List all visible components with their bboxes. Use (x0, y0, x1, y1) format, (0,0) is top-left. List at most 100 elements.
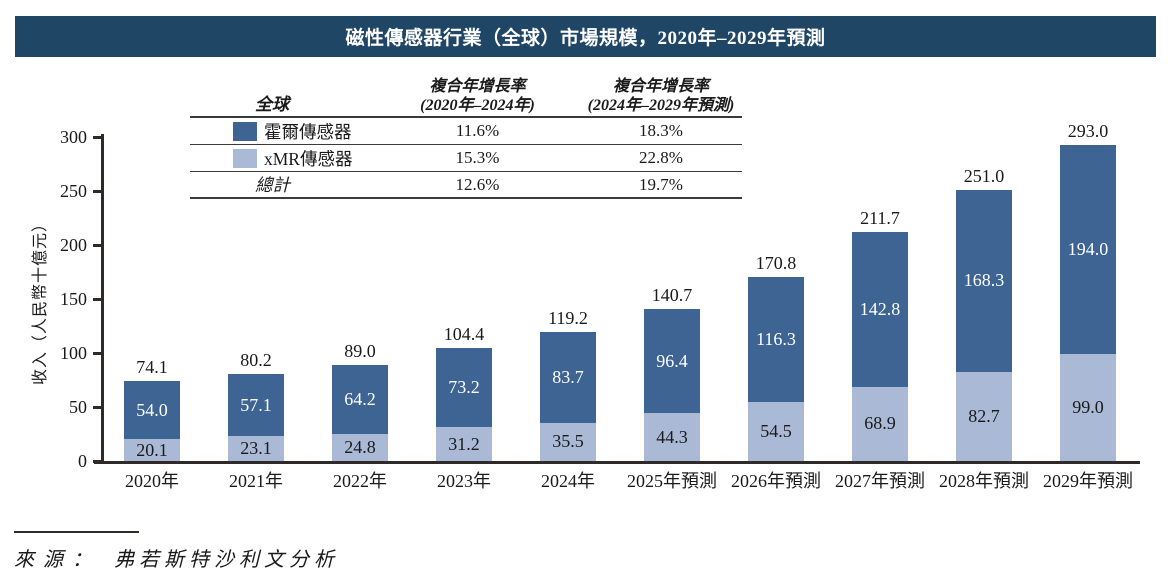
legend-header-cagr-2020-2024: 複合年增長率 (2020年–2024年) (375, 78, 580, 118)
xmr-cagr-2024-2029: 22.8% (639, 148, 683, 167)
bar-segment-hall: 168.3 (956, 189, 1012, 372)
x-axis-line (94, 461, 1140, 464)
y-tick-label: 100 (60, 343, 87, 363)
bar-segment-xmr: 20.1 (124, 439, 180, 461)
legend-header-row: 全球 複合年增長率 (2020年–2024年) 複合年增長率 (2024年–20… (190, 78, 742, 118)
cagr-legend-table: 全球 複合年增長率 (2020年–2024年) 複合年增長率 (2024年–20… (190, 78, 742, 199)
xmr-value-label: 44.3 (656, 426, 688, 447)
cagr-header-line2: (2020年–2024年) (420, 96, 535, 114)
hall-cagr-2024-2029: 18.3% (639, 121, 683, 140)
legend-row-hall: 霍爾傳感器 11.6% 18.3% (190, 118, 742, 145)
xmr-series-label: xMR傳感器 (264, 148, 353, 169)
y-tick-label: 250 (60, 181, 87, 201)
y-tick-label: 200 (60, 235, 87, 255)
y-tick-mark (93, 136, 102, 139)
x-axis-category-label: 2021年 (229, 471, 283, 491)
xmr-value-label: 31.2 (448, 433, 480, 454)
cagr-header-line1: 複合年增長率 (612, 78, 709, 95)
bar-segment-xmr: 23.1 (228, 436, 284, 461)
bar-segment-xmr: 44.3 (644, 413, 700, 461)
y-tick-mark (93, 298, 102, 301)
bar-total-label: 74.1 (136, 356, 168, 377)
xmr-value-label: 20.1 (136, 439, 168, 460)
hall-series-label: 霍爾傳感器 (264, 121, 352, 142)
source-divider (14, 531, 139, 533)
y-tick-mark (93, 406, 102, 409)
hall-value-label: 57.1 (240, 394, 272, 415)
legend-header-region: 全球 (255, 94, 289, 114)
chart-title-bar: 磁性傳感器行業（全球）市場規模，2020年–2029年預測 (15, 16, 1156, 57)
bar-total-label: 293.0 (1067, 120, 1109, 141)
hall-value-label: 142.8 (859, 298, 901, 319)
y-tick-label: 300 (60, 127, 87, 147)
y-tick-mark (93, 190, 102, 193)
bar-total-label: 211.7 (860, 208, 900, 229)
hall-value-label: 54.0 (136, 399, 168, 420)
bar-segment-hall: 64.2 (332, 364, 388, 435)
bar-total-label: 80.2 (240, 350, 272, 371)
chart-title: 磁性傳感器行業（全球）市場規模，2020年–2029年預測 (345, 28, 826, 49)
x-axis-category-label: 2024年 (541, 471, 595, 491)
xmr-value-label: 35.5 (552, 431, 584, 452)
y-tick-label: 0 (78, 451, 87, 471)
bar-total-label: 119.2 (548, 308, 588, 329)
bar-segment-hall: 83.7 (540, 332, 596, 423)
bar-segment-xmr: 68.9 (852, 386, 908, 461)
legend-row-total: 總計 12.6% 19.7% (190, 172, 742, 199)
bar-total-label: 251.0 (963, 165, 1005, 186)
y-axis-line (101, 134, 104, 463)
bar-segment-hall: 54.0 (124, 380, 180, 440)
total-row-label: 總計 (255, 175, 290, 195)
hall-series-swatch-icon (233, 121, 257, 141)
bar-segment-hall: 96.4 (644, 309, 700, 414)
hall-value-label: 194.0 (1067, 238, 1109, 259)
source-label: 來源： (14, 549, 101, 571)
y-tick-label: 150 (60, 289, 87, 309)
total-cagr-2024-2029: 19.7% (639, 174, 683, 194)
xmr-value-label: 68.9 (864, 413, 896, 434)
hall-value-label: 64.2 (344, 389, 376, 410)
hall-value-label: 73.2 (448, 377, 480, 398)
xmr-cagr-2020-2024: 15.3% (455, 148, 500, 167)
cagr-header-line2: (2024年–2029年預測) (587, 96, 735, 114)
hall-value-label: 116.3 (756, 328, 796, 349)
hall-value-label: 96.4 (656, 350, 688, 371)
bar-segment-hall: 57.1 (228, 374, 284, 437)
bar-segment-xmr: 99.0 (1060, 354, 1116, 461)
y-tick-label: 50 (69, 397, 87, 417)
bar-total-label: 104.4 (443, 324, 485, 345)
x-axis-category-label: 2022年 (333, 471, 387, 491)
bar-total-label: 89.0 (344, 340, 376, 361)
cagr-header-line1: 複合年增長率 (429, 78, 526, 95)
x-axis-category-label: 2029年預測 (1043, 471, 1133, 491)
hall-value-label: 168.3 (963, 270, 1005, 291)
bar-segment-xmr: 54.5 (748, 402, 804, 461)
y-tick-mark (93, 244, 102, 247)
bar-total-label: 170.8 (755, 252, 797, 273)
xmr-value-label: 82.7 (968, 405, 1000, 426)
bar-segment-hall: 73.2 (436, 348, 492, 428)
x-axis-category-label: 2027年預測 (835, 471, 925, 491)
x-axis-category-label: 2023年 (437, 471, 491, 491)
legend-row-xmr: xMR傳感器 15.3% 22.8% (190, 145, 742, 172)
x-axis-category-label: 2020年 (125, 471, 179, 491)
hall-cagr-2020-2024: 11.6% (455, 121, 500, 140)
bar-segment-xmr: 31.2 (436, 427, 492, 461)
bar-segment-hall: 194.0 (1060, 144, 1116, 355)
bar-total-label: 140.7 (651, 285, 693, 306)
legend-header-cagr-2024-2029: 複合年增長率 (2024年–2029年預測) (580, 78, 742, 118)
y-tick-mark (93, 352, 102, 355)
xmr-series-swatch-icon (233, 148, 257, 168)
xmr-value-label: 23.1 (240, 438, 272, 459)
bar-segment-hall: 116.3 (748, 276, 804, 403)
bar-segment-xmr: 24.8 (332, 434, 388, 461)
x-axis-category-label: 2026年預測 (731, 471, 821, 491)
y-tick-mark (93, 460, 102, 463)
source-text: 弗若斯特沙利文分析 (114, 549, 339, 571)
xmr-value-label: 54.5 (760, 421, 792, 442)
x-axis-category-label: 2028年預測 (939, 471, 1029, 491)
total-cagr-2020-2024: 12.6% (455, 174, 500, 194)
bar-segment-xmr: 82.7 (956, 371, 1012, 461)
bar-segment-xmr: 35.5 (540, 422, 596, 461)
